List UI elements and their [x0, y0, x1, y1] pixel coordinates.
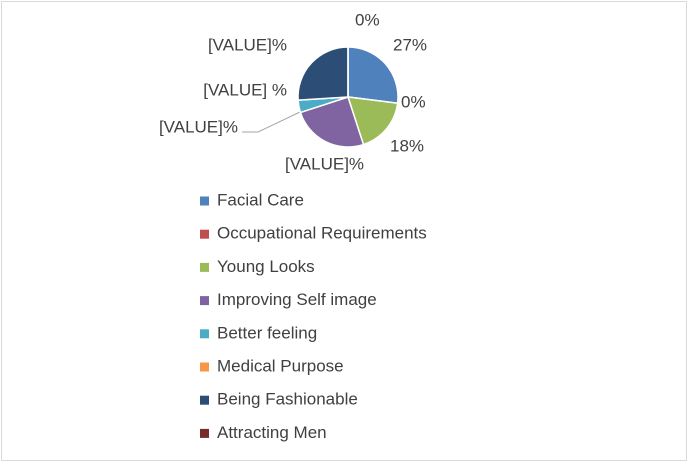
- leader-line: [242, 111, 301, 133]
- data-label: [VALUE] %: [203, 80, 287, 99]
- pie-slice: [346, 96, 399, 146]
- data-label: [VALUE]%: [208, 35, 287, 54]
- legend-label: Better feeling: [217, 323, 317, 342]
- legend-label: Young Looks: [217, 257, 315, 276]
- data-label: 18%: [390, 136, 424, 155]
- data-label: 27%: [393, 35, 427, 54]
- legend-label: Medical Purpose: [217, 356, 344, 375]
- data-label: 0%: [355, 10, 380, 29]
- legend-label: Improving Self image: [217, 290, 377, 309]
- data-label: 0%: [401, 92, 426, 111]
- legend-swatch: [200, 329, 209, 339]
- pie-slice: [299, 96, 365, 148]
- data-label: [VALUE]%: [285, 154, 364, 173]
- legend-label: Being Fashionable: [217, 390, 358, 409]
- legend-label: Attracting Men: [217, 423, 327, 442]
- legend-swatch: [200, 296, 209, 306]
- legend-swatch: [200, 196, 209, 206]
- legend-swatch: [200, 262, 209, 272]
- legend-swatch: [200, 362, 209, 372]
- data-label: [VALUE]%: [159, 117, 238, 136]
- legend-swatch: [200, 229, 209, 239]
- legend-label: Facial Care: [217, 190, 304, 209]
- pie-slice: [347, 46, 399, 105]
- legend-label: Occupational Requirements: [217, 224, 427, 243]
- legend-swatch: [200, 428, 209, 438]
- legend-swatch: [200, 395, 209, 405]
- pie-slice: [297, 46, 349, 101]
